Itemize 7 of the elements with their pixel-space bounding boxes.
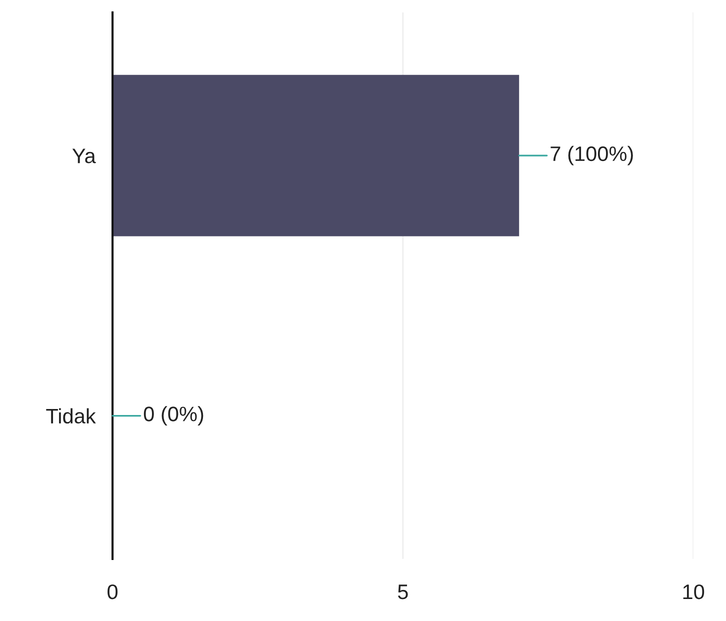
data-label: 7 (100%) [550, 146, 633, 166]
y-tick-label: Ya [72, 148, 96, 164]
x-tick-label: 5 [398, 584, 408, 600]
x-tick-label: 0 [108, 584, 118, 600]
y-tick-label: Tidak [46, 408, 96, 424]
data-label: 0 (0%) [144, 406, 204, 426]
x-tick-label: 10 [683, 584, 704, 600]
